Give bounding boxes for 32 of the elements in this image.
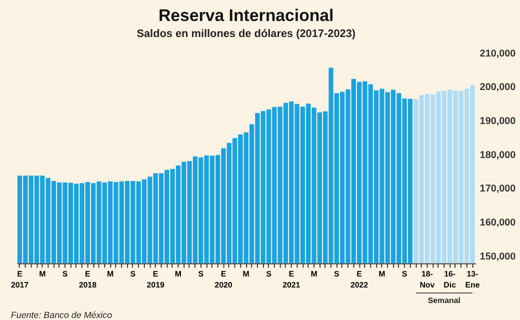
y-tick-label: 210,000 <box>480 48 516 60</box>
x-tick-label: 13- Ene <box>465 270 480 290</box>
y-tick-label: 160,000 <box>480 217 516 228</box>
x-tick-label: S <box>198 270 204 279</box>
x-tick-label: S <box>266 270 272 279</box>
x-tick-label: 18- Nov <box>420 270 436 290</box>
y-tick-label: 150,000 <box>480 251 516 262</box>
x-tick-label: S <box>402 270 408 279</box>
source-note: Fuente: Banco de México <box>10 310 112 320</box>
x-tick-label: M <box>174 270 182 279</box>
x-tick-label: E 2021 <box>282 270 301 290</box>
x-tick-label: M <box>378 270 386 279</box>
x-tick-label: E 2022 <box>350 270 369 290</box>
x-tick-label: M <box>106 270 114 279</box>
y-tick-label: 180,000 <box>480 150 516 161</box>
x-tick-label: E 2018 <box>78 270 98 290</box>
chart-subtitle: Saldos en millones de dólares (2017-2023) <box>136 28 356 40</box>
x-tick-label: E 2020 <box>214 270 233 290</box>
x-tick-label: M <box>310 270 318 279</box>
y-tick-label: 170,000 <box>480 184 516 195</box>
x-tick-label: S <box>130 270 136 279</box>
x-tick-label: M <box>39 270 46 279</box>
x-tick-label: E 2017 <box>10 270 30 290</box>
x-tick-label: E 2019 <box>146 270 165 290</box>
x-tick-label: M <box>242 270 250 279</box>
chart-title: Reserva Internacional <box>158 6 334 26</box>
x-tick-label: 16- Dic <box>444 270 457 290</box>
y-tick-label: 190,000 <box>480 116 516 127</box>
x-tick-label: S <box>334 270 340 279</box>
x-tick-label: S <box>62 270 68 279</box>
text: Semanal <box>428 296 460 305</box>
y-tick-label: 200,000 <box>480 82 516 94</box>
